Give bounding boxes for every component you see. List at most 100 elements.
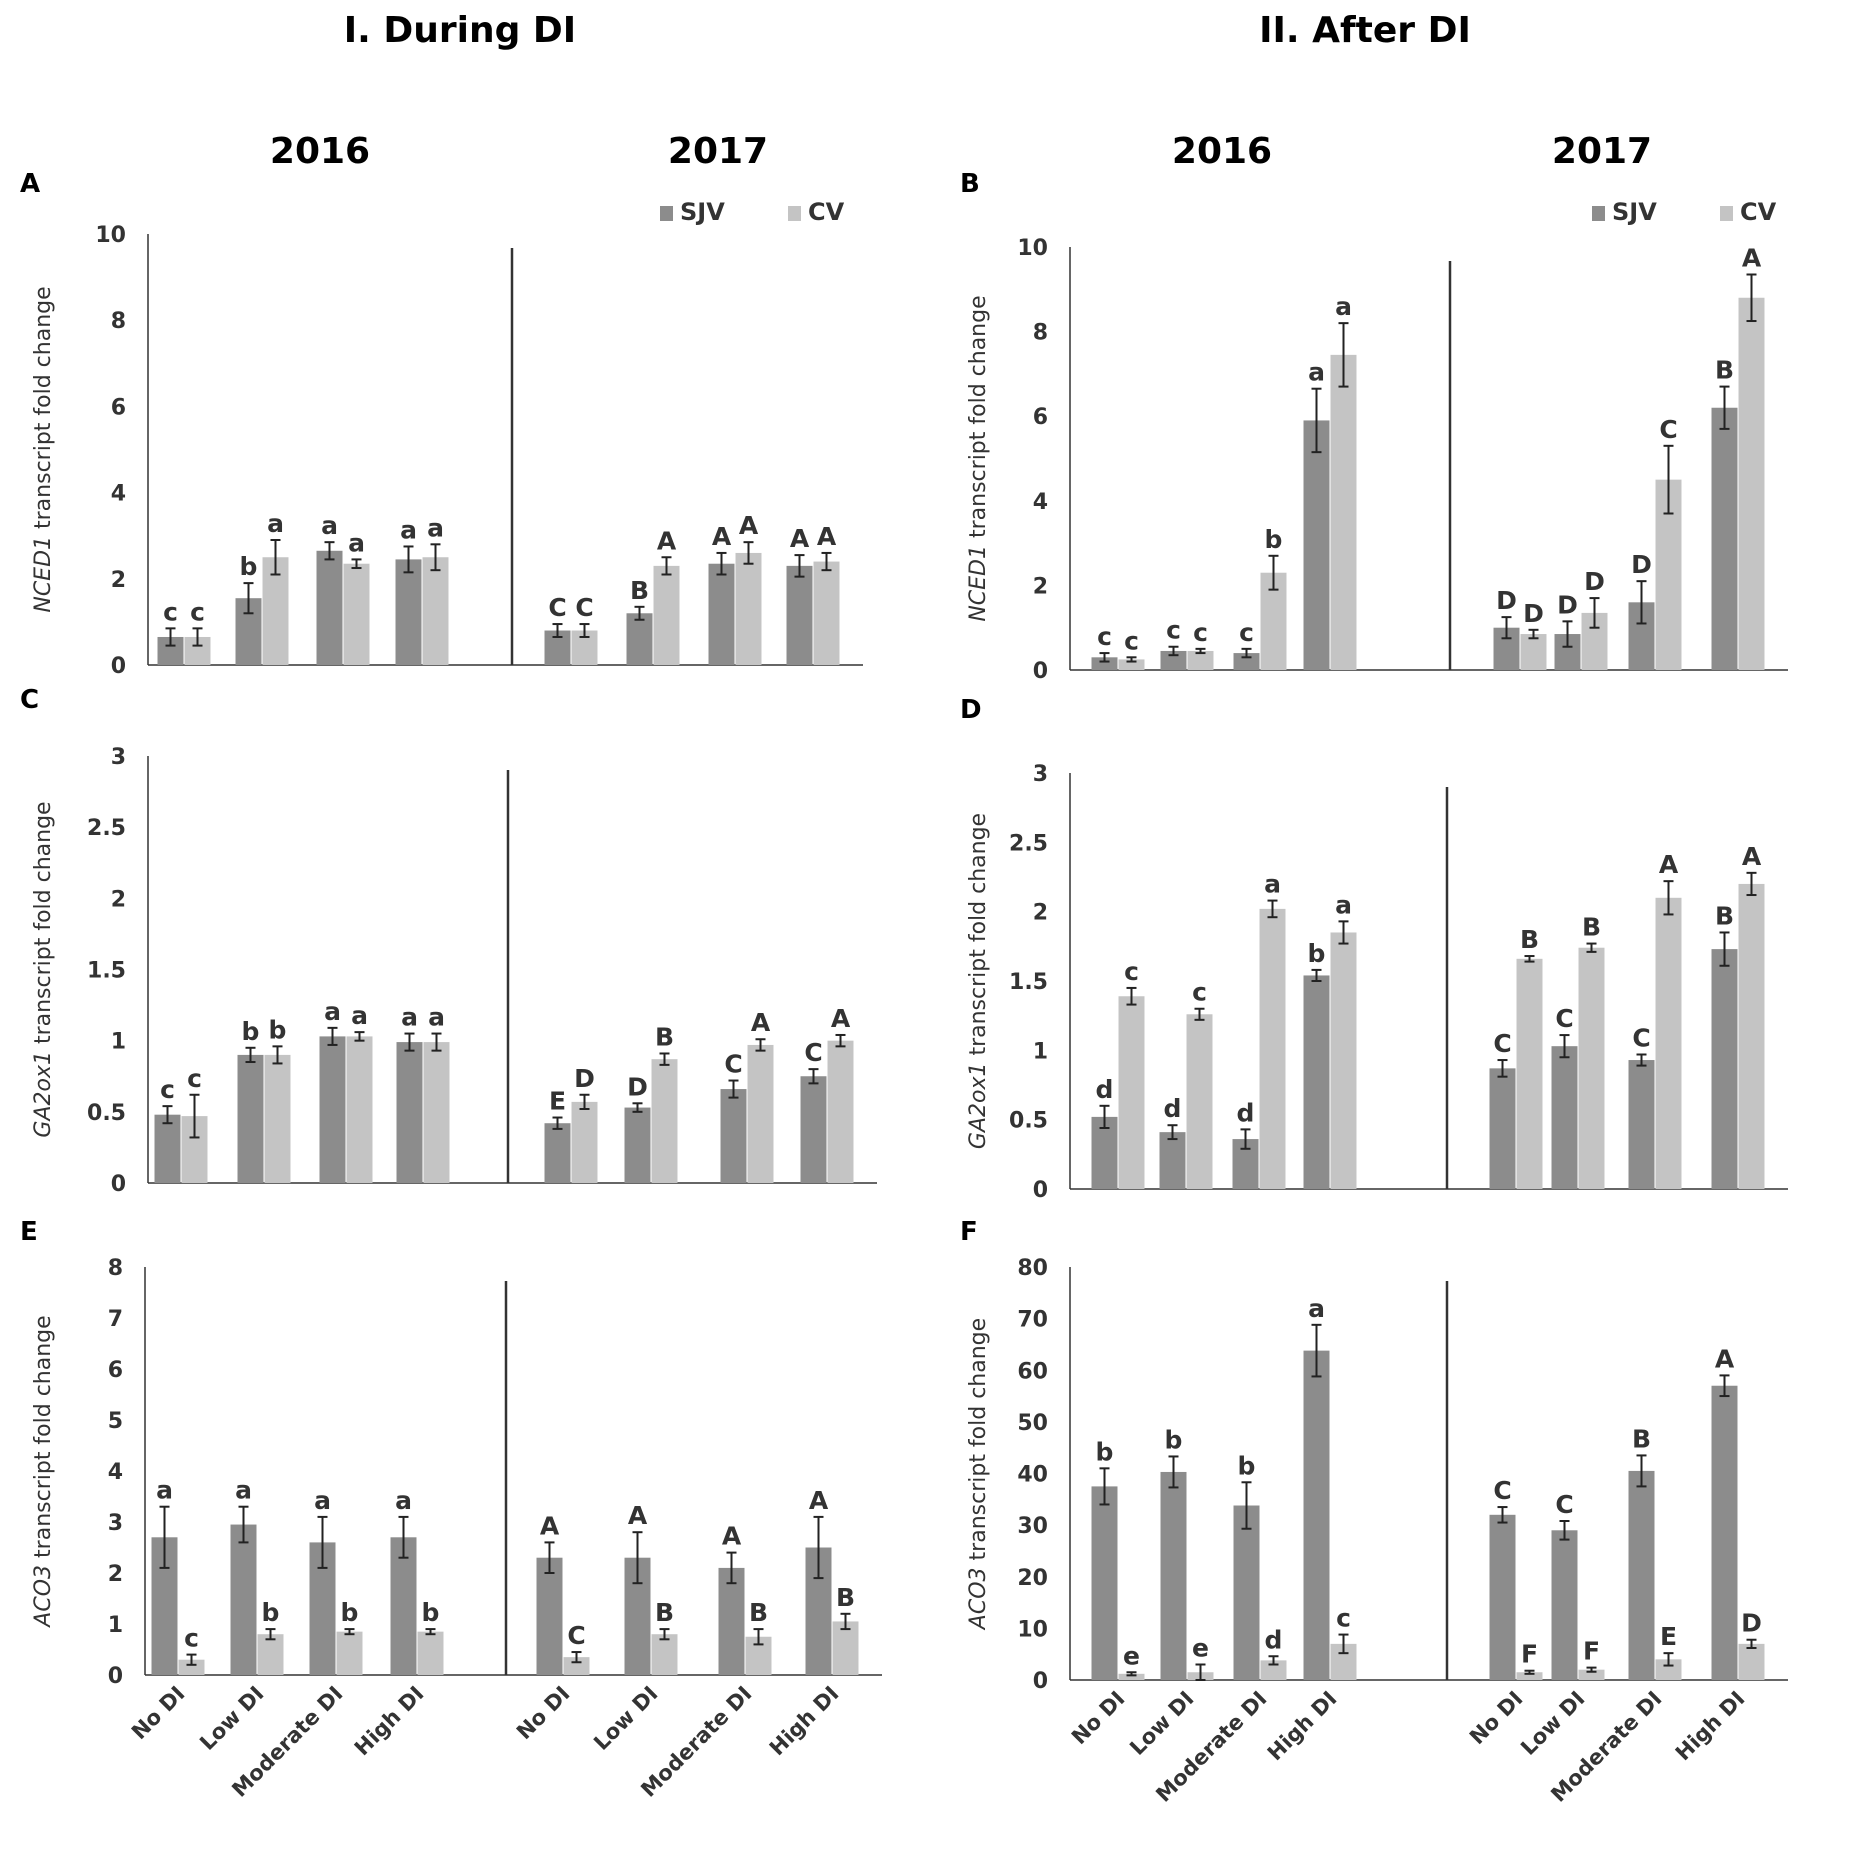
bar-cv-2016	[422, 557, 449, 665]
significance-letter: c	[184, 1624, 199, 1653]
significance-letter: A	[712, 522, 732, 551]
y-tick-label: 2.5	[87, 816, 126, 841]
bar-cv-2016	[1260, 1660, 1287, 1680]
bar-sjv-2016	[1303, 975, 1330, 1189]
bar-cv-2017	[653, 565, 680, 665]
y-tick-label: 2	[108, 1562, 123, 1587]
y-tick-label: 3	[1033, 762, 1048, 787]
bar-sjv-2017	[718, 1567, 745, 1675]
legend-swatch-cv	[788, 206, 801, 221]
y-tick-label: 0	[1033, 1669, 1048, 1694]
significance-letter: A	[831, 1004, 851, 1033]
x-category-label: Low DI	[1125, 1687, 1198, 1760]
y-axis-label: NCED1 transcript fold change	[31, 286, 56, 612]
legend-label-sjv: SJV	[1612, 198, 1657, 226]
legend-label-cv: CV	[1740, 198, 1777, 226]
y-tick-label: 2	[111, 887, 126, 912]
significance-letter: B	[1520, 925, 1539, 954]
bar-sjv-2017	[800, 1076, 827, 1183]
bar-cv-2017	[1516, 1672, 1543, 1680]
significance-letter: C	[1555, 1004, 1573, 1033]
significance-letter: a	[401, 1003, 418, 1032]
significance-letter: a	[267, 509, 284, 538]
y-tick-label: 8	[108, 1256, 123, 1281]
significance-letter: A	[657, 526, 677, 555]
significance-letter: D	[1496, 586, 1517, 615]
bar-sjv-2016	[1159, 1132, 1186, 1189]
bar-cv-2016	[1186, 1014, 1213, 1189]
bar-cv-2016	[264, 1054, 291, 1183]
significance-letter: c	[1336, 1604, 1351, 1633]
bar-sjv-2017	[1711, 1385, 1738, 1680]
x-category-label: Low DI	[589, 1682, 662, 1755]
bar-cv-2016	[178, 1659, 205, 1675]
significance-letter: E	[549, 1087, 566, 1116]
bar-cv-2016	[1330, 932, 1357, 1189]
y-axis-label: ACO3 transcript fold change	[31, 1315, 56, 1628]
bar-sjv-2017	[626, 613, 653, 665]
bar-cv-2016	[417, 1631, 444, 1675]
bar-cv-2017	[1738, 883, 1765, 1189]
significance-letter: D	[1523, 599, 1544, 628]
significance-letter: b	[1096, 1437, 1114, 1466]
x-category-label: High DI	[1671, 1687, 1750, 1766]
y-axis-label-gene: NCED1	[31, 536, 56, 613]
bar-cv-2016	[1118, 996, 1145, 1189]
significance-letter: c	[1192, 978, 1207, 1007]
significance-letter: A	[809, 1486, 829, 1515]
y-tick-label: 10	[1017, 1617, 1048, 1642]
significance-letter: a	[428, 1003, 445, 1032]
significance-letter: C	[1659, 415, 1677, 444]
chart-legend: SJV CV	[660, 198, 845, 226]
bar-sjv-2017	[1628, 1060, 1655, 1189]
bar-sjv-2016	[1160, 650, 1187, 670]
bar-sjv-2017	[1711, 407, 1738, 670]
significance-letter: D	[1631, 550, 1652, 579]
y-tick-label: 50	[1017, 1411, 1048, 1436]
significance-letter: D	[1741, 1609, 1762, 1638]
y-tick-label: 8	[1033, 321, 1048, 346]
significance-letter: B	[1715, 901, 1734, 930]
y-axis-label-gene: ACO3	[966, 1567, 991, 1631]
bar-sjv-2017	[708, 563, 735, 665]
y-tick-label: 7	[108, 1307, 123, 1332]
bar-cv-2016	[257, 1634, 284, 1675]
x-category-label: High DI	[1263, 1687, 1342, 1766]
bar-cv-2016	[343, 563, 370, 665]
significance-letter: d	[1164, 1094, 1182, 1123]
significance-letter: B	[749, 1598, 768, 1627]
significance-letter: a	[324, 997, 341, 1026]
y-axis-label-rest: transcript fold change	[31, 1315, 56, 1565]
bar-sjv-2016	[395, 559, 422, 665]
year-title-during-2016: 2016	[270, 131, 370, 172]
significance-letter: A	[790, 524, 810, 553]
significance-letter: D	[1584, 567, 1605, 596]
bar-sjv-2016	[1233, 653, 1260, 670]
bar-cv-2016	[1118, 1673, 1145, 1680]
bar-sjv-2016	[319, 1036, 346, 1183]
significance-letter: B	[1715, 356, 1734, 385]
significance-letter: C	[575, 593, 593, 622]
significance-letter: C	[724, 1050, 742, 1079]
y-axis-label: ACO3 transcript fold change	[966, 1318, 991, 1631]
bar-cv-2016	[1330, 354, 1357, 670]
significance-letter: b	[1265, 525, 1283, 554]
significance-letter: b	[242, 1017, 260, 1046]
significance-letter: c	[1124, 957, 1139, 986]
y-axis-label-rest: transcript fold change	[31, 286, 56, 536]
y-tick-label: 4	[111, 482, 126, 507]
bar-cv-2017	[563, 1657, 590, 1675]
bar-sjv-2016	[316, 550, 343, 665]
legend-label-cv: CV	[808, 198, 845, 226]
y-tick-label: 40	[1017, 1463, 1048, 1488]
y-axis-label-gene: GA2ox1	[966, 1063, 991, 1150]
significance-letter: a	[1308, 1294, 1325, 1323]
section-title-during: I. During DI	[344, 10, 576, 51]
significance-letter: B	[630, 576, 649, 605]
significance-letter: D	[1557, 590, 1578, 619]
significance-letter: c	[1097, 622, 1112, 651]
chart-panel-e: E 0 1 2 3 4 5 6 7 8 ACO3 transcript fold change a a a…	[20, 1217, 882, 1802]
panel-letter-b: B	[960, 169, 980, 199]
bar-sjv-2016	[230, 1524, 257, 1675]
